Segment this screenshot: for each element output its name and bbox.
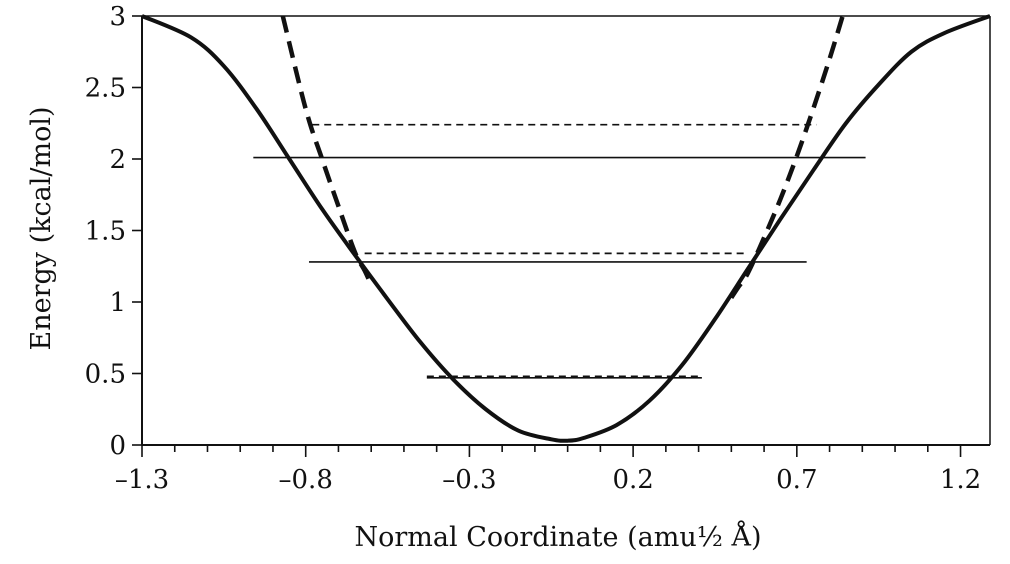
x-tick-label: 0.2 — [612, 465, 653, 495]
x-axis-title: Normal Coordinate (amu½ Å) — [354, 520, 761, 553]
potential-curve-solid — [141, 14, 991, 443]
y-tick-label: 3 — [109, 2, 126, 32]
y-tick-label: 0.5 — [85, 360, 126, 390]
x-tick-label: 0.7 — [776, 465, 817, 495]
y-tick-label: 0 — [109, 431, 126, 461]
y-axis-title: Energy (kcal/mol) — [26, 107, 57, 351]
harmonic-curve-dashed — [729, 15, 845, 299]
y-tick-label: 1 — [109, 288, 126, 318]
x-tick-label: –1.3 — [115, 465, 169, 495]
y-tick-label: 2.5 — [85, 74, 126, 104]
y-tick-label: 1.5 — [85, 217, 126, 247]
x-tick-label: –0.3 — [442, 465, 496, 495]
harmonic-curve-dashed — [280, 15, 374, 286]
y-axis-ticks: 0 0.5 1 1.5 2 2.5 3 — [85, 2, 142, 461]
x-tick-label: 1.2 — [940, 465, 981, 495]
potential-curves — [141, 14, 991, 443]
energy-levels — [253, 123, 866, 379]
x-tick-label: –0.8 — [279, 465, 333, 495]
x-axis-ticks: –1.3 –0.8 –0.3 0.2 0.7 1.2 — [115, 445, 981, 495]
y-tick-label: 2 — [109, 145, 126, 175]
plot-frame — [141, 15, 991, 446]
